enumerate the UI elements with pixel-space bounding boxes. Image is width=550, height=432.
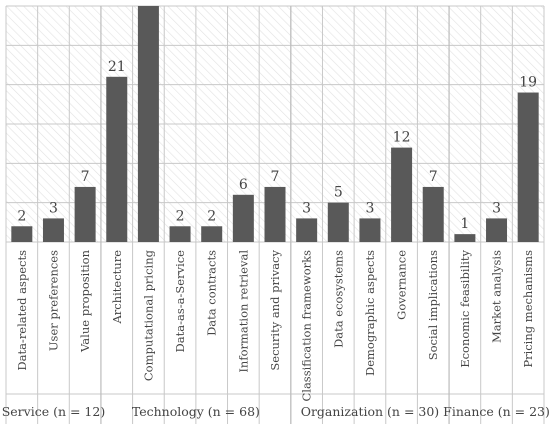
category-label: Information retrieval — [236, 250, 250, 373]
group-label: Finance (n = 23) — [443, 404, 550, 419]
value-label: 3 — [49, 200, 58, 216]
category-label: Economic feasibility — [458, 249, 472, 367]
bar — [486, 218, 508, 242]
bar — [264, 186, 286, 242]
bar — [296, 218, 318, 242]
category-label: Data ecosystems — [331, 250, 345, 348]
category-label: Pricing mechanisms — [521, 250, 535, 368]
value-label: 3 — [492, 200, 501, 216]
value-label: 1 — [460, 216, 469, 232]
category-label: Architecture — [110, 250, 124, 325]
category-label: Classification frameworks — [300, 250, 314, 402]
value-label: 2 — [176, 208, 185, 224]
category-label: Value proposition — [78, 249, 92, 353]
category-label: Demographic aspects — [363, 250, 377, 376]
bar — [327, 202, 349, 242]
group-label: Service (n = 12) — [2, 404, 106, 419]
value-label: 30 — [139, 0, 157, 4]
bar — [137, 6, 159, 242]
category-label: Security and privacy — [268, 250, 282, 371]
bar — [422, 186, 444, 242]
category-label: Computational pricing — [141, 249, 155, 381]
bar — [454, 234, 476, 242]
category-label: User preferences — [46, 250, 60, 351]
category-label: Data contracts — [205, 250, 219, 336]
category-label: Data-as-a-Service — [173, 250, 187, 353]
value-label: 5 — [334, 185, 343, 201]
bar — [42, 218, 64, 242]
value-label: 7 — [81, 169, 90, 185]
category-label: Governance — [395, 250, 409, 320]
value-label: 19 — [519, 75, 537, 91]
value-label: 2 — [207, 208, 216, 224]
group-label: Organization (n = 30) — [301, 404, 439, 419]
bar — [106, 76, 128, 242]
bar — [359, 218, 381, 242]
bar — [391, 147, 413, 242]
bar — [74, 186, 96, 242]
value-label: 21 — [108, 59, 126, 75]
value-label: 2 — [17, 208, 26, 224]
value-label: 7 — [429, 169, 438, 185]
value-label: 3 — [365, 200, 374, 216]
value-label: 7 — [271, 169, 280, 185]
bar — [11, 226, 33, 242]
group-label: Technology (n = 68) — [132, 404, 260, 419]
bar — [201, 226, 223, 242]
value-label: 3 — [302, 200, 311, 216]
bar — [232, 194, 254, 242]
category-label: Market analysis — [490, 250, 504, 343]
bar — [517, 92, 539, 243]
category-label: Data-related aspects — [15, 250, 29, 371]
bar — [169, 226, 191, 242]
value-label: 12 — [393, 130, 411, 146]
category-label: Social implications — [426, 250, 440, 360]
value-label: 6 — [239, 177, 248, 193]
